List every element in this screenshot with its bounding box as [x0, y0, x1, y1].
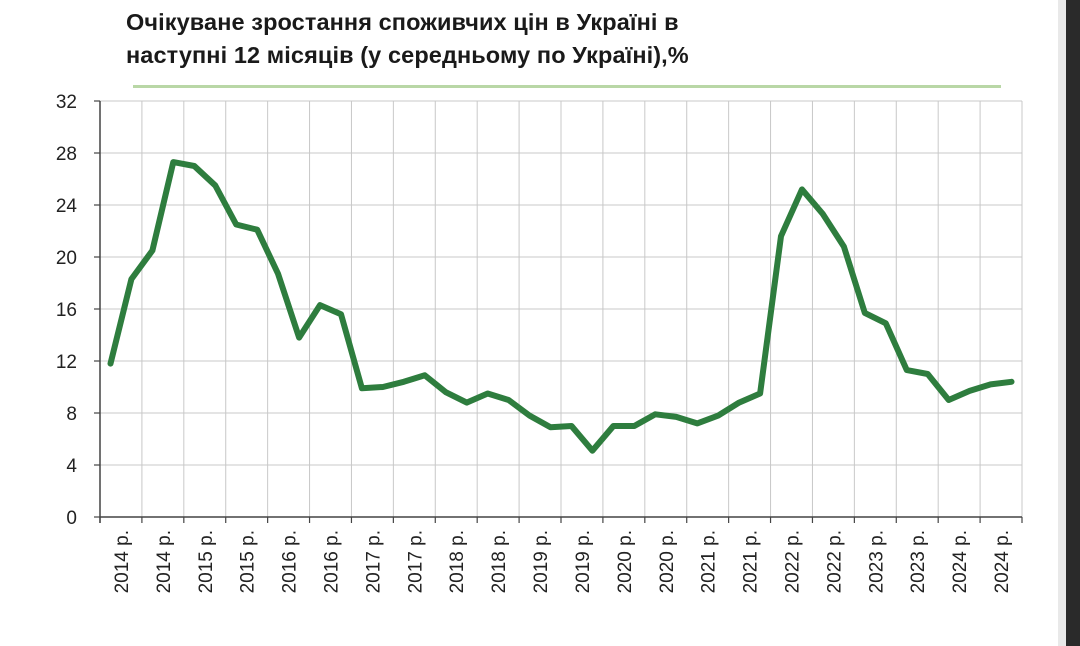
- data-point: [359, 385, 365, 391]
- data-point: [212, 183, 218, 189]
- data-point: [317, 302, 323, 308]
- data-point: [548, 424, 554, 430]
- x-tick-label: 2021 р.: [741, 530, 762, 593]
- data-point: [338, 311, 344, 317]
- y-tick-label: 16: [56, 300, 77, 321]
- data-point: [149, 248, 155, 254]
- data-point: [820, 211, 826, 217]
- x-tick-label: 2017 р.: [405, 530, 426, 593]
- data-point: [925, 371, 931, 377]
- data-point: [715, 413, 721, 419]
- data-point: [464, 400, 470, 406]
- data-point: [107, 361, 113, 367]
- data-point: [610, 423, 616, 429]
- chart-title: Очікуване зростання споживчих цін в Укра…: [126, 6, 1026, 72]
- data-point: [443, 389, 449, 395]
- x-tick-label: 2014 р.: [154, 530, 175, 593]
- y-tick-label: 28: [56, 144, 77, 165]
- y-axis-tick-labels: 0 4 8 12 16 20 24 28 32: [56, 92, 78, 529]
- data-point: [904, 367, 910, 373]
- y-tick-label: 32: [56, 92, 77, 113]
- chart-title-line-1: Очікуване зростання споживчих цін в Укра…: [126, 9, 679, 35]
- x-axis-tick-labels: 2014 р. 2014 р. 2015 р. 2015 р. 2016 р. 2016 …: [112, 530, 1013, 593]
- x-tick-label: 2018 р.: [489, 530, 510, 593]
- x-tick-label: 2020 р.: [657, 530, 678, 593]
- x-tick-label: 2024 р.: [950, 530, 971, 593]
- data-point: [799, 186, 805, 192]
- x-tick-label: 2024 р.: [992, 530, 1013, 593]
- chart-title-line-2: наступні 12 місяців (у середньому по Укр…: [126, 42, 689, 68]
- data-point: [128, 276, 134, 282]
- data-point: [631, 423, 637, 429]
- data-point: [946, 397, 952, 403]
- x-tick-label: 2016 р.: [322, 530, 343, 593]
- data-point: [694, 420, 700, 426]
- x-tick-label: 2019 р.: [531, 530, 552, 593]
- series-layer: [107, 159, 1015, 454]
- data-point: [233, 222, 239, 228]
- y-tick-label: 0: [66, 508, 77, 529]
- y-tick-label: 4: [66, 456, 77, 477]
- data-point: [589, 448, 595, 454]
- data-point: [862, 310, 868, 316]
- data-point: [736, 400, 742, 406]
- data-point: [170, 159, 176, 165]
- data-point: [296, 335, 302, 341]
- y-tick-label: 24: [56, 196, 78, 217]
- data-point: [191, 163, 197, 169]
- page-edge: [1066, 0, 1080, 646]
- axes: [94, 100, 1023, 523]
- x-tick-label: 2016 р.: [280, 530, 301, 593]
- page-edge-shade: [1058, 0, 1066, 646]
- data-point: [988, 381, 994, 387]
- x-tick-label: 2018 р.: [447, 530, 468, 593]
- data-point: [673, 414, 679, 420]
- gridlines: [99, 100, 1023, 517]
- data-point: [778, 233, 784, 239]
- data-point: [841, 244, 847, 250]
- data-point: [485, 391, 491, 397]
- data-point: [506, 397, 512, 403]
- data-point: [527, 413, 533, 419]
- data-point: [380, 384, 386, 390]
- x-tick-label: 2022 р.: [783, 530, 804, 593]
- data-point: [401, 379, 407, 385]
- x-tick-label: 2017 р.: [363, 530, 384, 593]
- data-point: [652, 411, 658, 417]
- y-tick-label: 20: [56, 248, 77, 269]
- data-point: [967, 388, 973, 394]
- x-tick-label: 2014 р.: [112, 530, 133, 593]
- x-tick-label: 2021 р.: [699, 530, 720, 593]
- data-point: [1009, 379, 1015, 385]
- data-point: [757, 391, 763, 397]
- data-point: [422, 372, 428, 378]
- y-tick-label: 8: [66, 404, 77, 425]
- data-point: [568, 423, 574, 429]
- x-tick-label: 2015 р.: [196, 530, 217, 593]
- x-tick-label: 2022 р.: [824, 530, 845, 593]
- x-tick-label: 2023 р.: [866, 530, 887, 593]
- data-point: [275, 271, 281, 277]
- x-tick-label: 2019 р.: [573, 530, 594, 593]
- x-tick-label: 2015 р.: [238, 530, 259, 593]
- series-line: [107, 159, 1015, 454]
- data-point: [254, 227, 260, 233]
- x-tick-label: 2020 р.: [615, 530, 636, 593]
- y-tick-label: 12: [56, 352, 77, 373]
- data-point: [883, 320, 889, 326]
- x-tick-label: 2023 р.: [908, 530, 929, 593]
- title-underline: [133, 85, 1001, 88]
